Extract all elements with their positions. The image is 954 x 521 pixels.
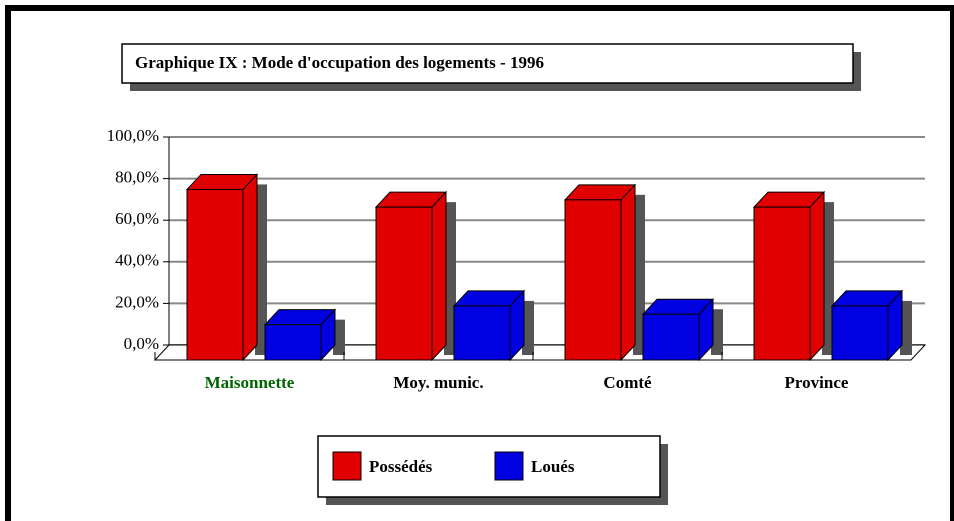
legend-swatch (494, 451, 524, 481)
y-tick-label: 40,0% (115, 251, 159, 270)
x-tick-label: Moy. munic. (393, 373, 483, 392)
x-tick-label: Province (785, 373, 849, 392)
bar (564, 199, 622, 361)
bar-shadow (900, 300, 912, 355)
legend-label: Loués (531, 457, 575, 476)
title-box (121, 43, 854, 84)
bar (642, 313, 700, 361)
bar-shadow (333, 319, 345, 355)
y-tick-label: 20,0% (115, 292, 159, 311)
bar-shadow (255, 184, 267, 355)
bar-side (242, 173, 258, 362)
bar-side (431, 190, 447, 362)
y-tick-label: 100,0% (107, 126, 159, 145)
legend-swatch (332, 451, 362, 481)
bar (375, 206, 433, 361)
legend-label: Possédés (369, 457, 433, 476)
bar (264, 324, 322, 361)
bar (186, 188, 244, 361)
bar (753, 206, 811, 361)
bar-shadow (711, 309, 723, 355)
bar-side (809, 190, 825, 362)
chart-title: Graphique IX : Mode d'occupation des log… (135, 53, 544, 72)
y-tick-label: 80,0% (115, 168, 159, 187)
bar (453, 305, 511, 361)
bar-shadow (633, 194, 645, 355)
y-tick-label: 60,0% (115, 209, 159, 228)
bar-shadow (522, 300, 534, 355)
legend-box (317, 435, 661, 498)
bar-shadow (444, 202, 456, 355)
bar (831, 305, 889, 361)
x-tick-label: Maisonnette (205, 373, 295, 392)
bar-shadow (822, 202, 834, 355)
x-tick-label: Comté (603, 373, 652, 392)
y-tick-label: 0,0% (124, 334, 159, 353)
bar-side (620, 183, 636, 362)
